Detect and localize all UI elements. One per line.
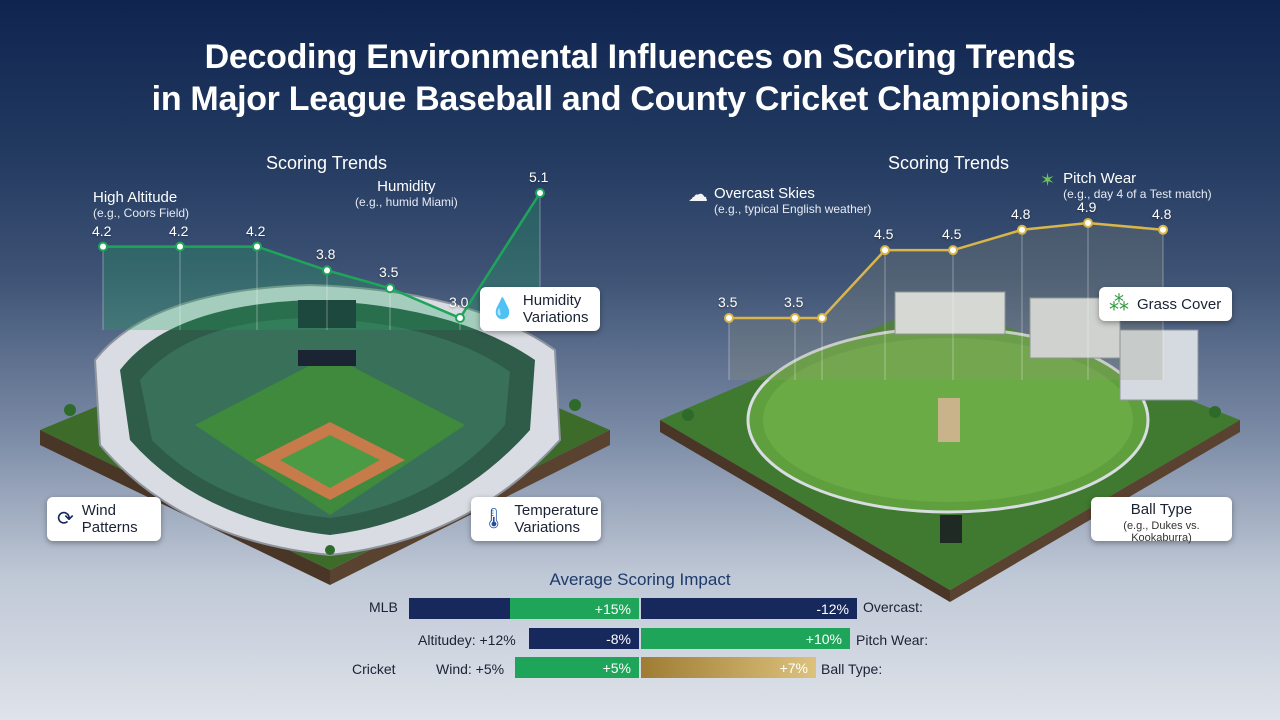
callout-temperature-line2: Variations: [514, 519, 580, 536]
mlb-chart-title: Scoring Trends: [266, 153, 388, 173]
grass-icon: ⁂: [1109, 293, 1129, 315]
callout-humidity-variations: 💧 Humidity Variations: [480, 287, 600, 331]
title-line-1: Decoding Environmental Influences on Sco…: [204, 38, 1076, 76]
baseball-stadium-illustration: [40, 283, 610, 585]
data-label: 3.5: [379, 264, 399, 281]
data-label: 4.8: [1152, 205, 1172, 222]
impact-row-1-left-label: MLB: [369, 599, 398, 615]
impact-row-3-left-value: +5%: [602, 659, 631, 676]
annotation-overcast-skies: ☁ Overcast Skies (e.g., typical English …: [688, 185, 871, 216]
annotation-pitch-wear-sub: (e.g., day 4 of a Test match): [1063, 187, 1212, 201]
data-point: [455, 313, 465, 323]
data-label: 4.2: [92, 222, 112, 239]
data-point: [252, 241, 262, 252]
pitch-wear-icon: ✶: [1040, 170, 1056, 190]
data-label: 3.0: [449, 294, 469, 310]
annotation-high-altitude: High Altitude (e.g., Coors Field): [93, 189, 189, 220]
data-label: 4.2: [246, 222, 266, 239]
cloud-icon: ☁: [688, 184, 708, 206]
data-point: [948, 245, 958, 256]
impact-row-2-left-bar: -8%: [529, 628, 639, 649]
impact-row-3-right-label: Ball Type:: [821, 661, 883, 677]
impact-row-3-left-bar: +5%: [515, 657, 639, 678]
data-point: [1158, 224, 1168, 235]
data-point: [98, 241, 108, 252]
impact-row-3-left-label: Cricket: [352, 661, 396, 677]
data-label: 4.5: [942, 226, 962, 243]
impact-row-3-right-bar: +7%: [641, 657, 816, 678]
page-title: Decoding Environmental Influences on Sco…: [0, 36, 1280, 120]
callout-ball-type: Ball Type (e.g., Dukes vs. Kookaburra): [1091, 497, 1232, 544]
data-label: 3.8: [316, 246, 336, 263]
annotation-overcast-title: Overcast Skies: [714, 185, 815, 202]
data-point: [724, 313, 734, 323]
impact-row-1-left-bar-base: [409, 598, 511, 619]
data-point: [175, 241, 185, 252]
data-point: [1083, 218, 1093, 228]
title-line-2: in Major League Baseball and County Cric…: [151, 80, 1129, 118]
impact-row-2-left-value: -8%: [606, 630, 631, 647]
data-point: [385, 283, 395, 294]
series-area: [103, 193, 540, 330]
impact-row-1-right-bar: -12%: [641, 598, 857, 619]
callout-ball-type-sub: (e.g., Dukes vs. Kookaburra): [1123, 520, 1200, 544]
callout-grass-cover: ⁂ Grass Cover: [1099, 287, 1232, 321]
annotation-high-altitude-sub: (e.g., Coors Field): [93, 206, 190, 220]
impact-row-1-right-value: -12%: [816, 600, 849, 617]
impact-row-2-right-label: Pitch Wear:: [856, 632, 929, 648]
annotation-pitch-wear-title: Pitch Wear: [1063, 170, 1137, 187]
callout-humidity-line2: Variations: [522, 309, 589, 326]
callout-humidity-line1: Humidity: [522, 292, 582, 309]
annotation-humidity: Humidity (e.g., humid Miami): [355, 178, 458, 209]
wind-icon: ⟳: [57, 508, 74, 530]
data-label: 3.5: [784, 294, 804, 310]
data-point: [322, 265, 332, 276]
impact-row-1-left-value: +15%: [594, 600, 631, 617]
data-label: 3.5: [718, 294, 738, 310]
series-area: [729, 223, 1163, 380]
callout-ball-type-title: Ball Type: [1130, 501, 1193, 518]
callout-wind-patterns: ⟳ Wind Patterns: [47, 497, 161, 541]
annotation-humidity-sub: (e.g., humid Miami): [355, 195, 458, 209]
data-label: 5.1: [529, 169, 549, 185]
impact-row-2-right-value: +10%: [805, 630, 842, 647]
callout-wind-line1: Wind: [81, 502, 116, 519]
impact-row-1-left-bar: +15%: [510, 598, 639, 619]
impact-row-1-right-label: Overcast:: [863, 599, 923, 615]
data-point: [880, 245, 890, 256]
cricket-chart-title: Scoring Trends: [888, 153, 1010, 173]
impact-chart-title: Average Scoring Impact: [549, 570, 731, 589]
callout-grass-cover-label: Grass Cover: [1137, 295, 1222, 313]
annotation-overcast-sub: (e.g., typical English weather): [714, 202, 872, 216]
impact-row-2-left-label: Altitudey: +12%: [418, 632, 516, 648]
callout-wind-line2: Patterns: [81, 519, 138, 536]
data-point: [535, 188, 545, 198]
data-label: 4.5: [874, 226, 894, 243]
callout-temperature-line1: Temperature: [514, 502, 599, 519]
cricket-ground-illustration: [660, 291, 1240, 602]
data-point: [790, 313, 800, 323]
impact-row-3-right-value: +7%: [779, 659, 808, 676]
annotation-humidity-title: Humidity: [377, 178, 436, 195]
data-label: 4.2: [169, 222, 189, 239]
impact-row-2-right-bar: +10%: [641, 628, 850, 649]
impact-row-3-left-sub-label: Wind: +5%: [436, 661, 505, 677]
data-point: [1017, 224, 1027, 235]
water-drop-icon: 💧: [490, 298, 515, 320]
annotation-high-altitude-title: High Altitude: [93, 189, 178, 206]
thermometer-icon: 🌡: [481, 508, 507, 530]
data-label: 4.8: [1011, 205, 1031, 222]
data-label: 4.9: [1077, 199, 1097, 215]
callout-temperature-variations: 🌡 Temperature Variations: [471, 497, 601, 541]
annotation-pitch-wear: ✶ Pitch Wear (e.g., day 4 of a Test matc…: [1040, 170, 1212, 201]
data-point: [817, 313, 827, 323]
